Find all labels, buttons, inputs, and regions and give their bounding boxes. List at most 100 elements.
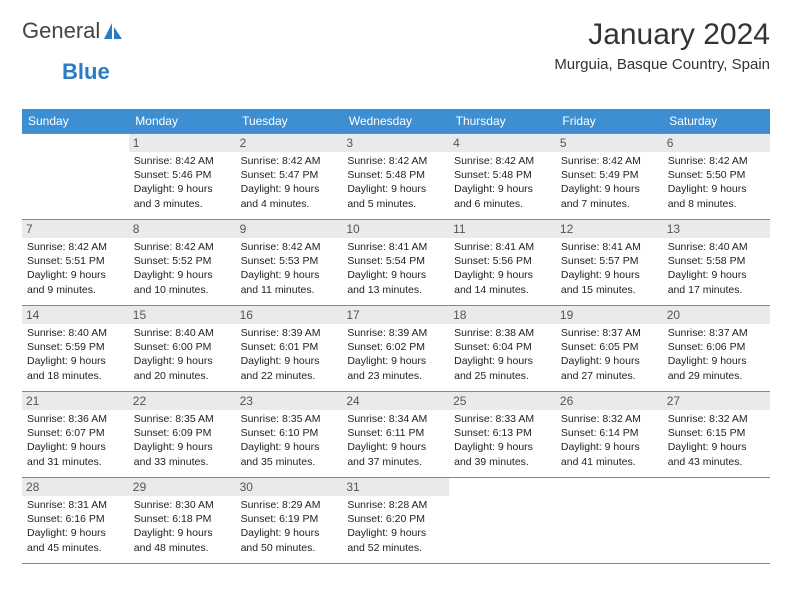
- calendar-cell: 28 Sunrise: 8:31 AMSunset: 6:16 PMDayligh…: [22, 478, 129, 564]
- day-number: 27: [663, 392, 770, 410]
- calendar-cell-empty: [556, 478, 663, 564]
- day-details: Sunrise: 8:40 AMSunset: 5:59 PMDaylight:…: [27, 326, 124, 383]
- day-details: Sunrise: 8:33 AMSunset: 6:13 PMDaylight:…: [454, 412, 551, 469]
- calendar-cell: 14 Sunrise: 8:40 AMSunset: 5:59 PMDayligh…: [22, 306, 129, 392]
- logo-sail-icon: [102, 21, 124, 41]
- day-details: Sunrise: 8:36 AMSunset: 6:07 PMDaylight:…: [27, 412, 124, 469]
- day-number: 2: [236, 134, 343, 152]
- day-number: 26: [556, 392, 663, 410]
- day-number: 7: [22, 220, 129, 238]
- day-details: Sunrise: 8:42 AMSunset: 5:52 PMDaylight:…: [134, 240, 231, 297]
- day-details: Sunrise: 8:42 AMSunset: 5:50 PMDaylight:…: [668, 154, 765, 211]
- day-number: 8: [129, 220, 236, 238]
- calendar-cell: 18Sunrise: 8:38 AMSunset: 6:04 PMDayligh…: [449, 306, 556, 392]
- day-number: 11: [449, 220, 556, 238]
- day-details: Sunrise: 8:42 AMSunset: 5:46 PMDaylight:…: [134, 154, 231, 211]
- day-details: Sunrise: 8:38 AMSunset: 6:04 PMDaylight:…: [454, 326, 551, 383]
- day-number: 30: [236, 478, 343, 496]
- logo-text-blue: Blue: [62, 59, 110, 84]
- day-number: 25: [449, 392, 556, 410]
- day-number: 23: [236, 392, 343, 410]
- calendar-cell: 20 Sunrise: 8:37 AMSunset: 6:06 PMDayligh…: [663, 306, 770, 392]
- day-number: 12: [556, 220, 663, 238]
- calendar-cell-empty: [663, 478, 770, 564]
- calendar-cell: 3 Sunrise: 8:42 AMSunset: 5:48 PMDaylight…: [342, 134, 449, 220]
- day-details: Sunrise: 8:37 AMSunset: 6:06 PMDaylight:…: [668, 326, 765, 383]
- day-number: 10: [342, 220, 449, 238]
- weekday-header: Friday: [556, 109, 663, 134]
- weekday-header: Saturday: [663, 109, 770, 134]
- calendar-cell: 30 Sunrise: 8:29 AMSunset: 6:19 PMDayligh…: [236, 478, 343, 564]
- day-details: Sunrise: 8:41 AMSunset: 5:56 PMDaylight:…: [454, 240, 551, 297]
- day-details: Sunrise: 8:41 AMSunset: 5:57 PMDaylight:…: [561, 240, 658, 297]
- day-number: 28: [22, 478, 129, 496]
- day-details: Sunrise: 8:35 AMSunset: 6:10 PMDaylight:…: [241, 412, 338, 469]
- weekday-header: Monday: [129, 109, 236, 134]
- weekday-header: Sunday: [22, 109, 129, 134]
- day-details: Sunrise: 8:32 AMSunset: 6:15 PMDaylight:…: [668, 412, 765, 469]
- day-details: Sunrise: 8:39 AMSunset: 6:02 PMDaylight:…: [347, 326, 444, 383]
- day-details: Sunrise: 8:40 AMSunset: 6:00 PMDaylight:…: [134, 326, 231, 383]
- calendar-cell-empty: [449, 478, 556, 564]
- day-number: 6: [663, 134, 770, 152]
- weekday-header: Tuesday: [236, 109, 343, 134]
- calendar-row: 7Sunrise: 8:42 AMSunset: 5:51 PMDaylight…: [22, 220, 770, 306]
- calendar-cell: 29Sunrise: 8:30 AMSunset: 6:18 PMDayligh…: [129, 478, 236, 564]
- calendar-cell: 17 Sunrise: 8:39 AMSunset: 6:02 PMDayligh…: [342, 306, 449, 392]
- day-number: 3: [342, 134, 449, 152]
- day-details: Sunrise: 8:42 AMSunset: 5:48 PMDaylight:…: [454, 154, 551, 211]
- day-number: 13: [663, 220, 770, 238]
- calendar-row: 14 Sunrise: 8:40 AMSunset: 5:59 PMDayligh…: [22, 306, 770, 392]
- day-number: 31: [342, 478, 449, 496]
- day-details: Sunrise: 8:35 AMSunset: 6:09 PMDaylight:…: [134, 412, 231, 469]
- day-number: 17: [342, 306, 449, 324]
- calendar-cell: 11 Sunrise: 8:41 AMSunset: 5:56 PMDayligh…: [449, 220, 556, 306]
- day-details: Sunrise: 8:39 AMSunset: 6:01 PMDaylight:…: [241, 326, 338, 383]
- calendar-row: 1 Sunrise: 8:42 AMSunset: 5:46 PMDaylight…: [22, 134, 770, 220]
- month-title: January 2024: [554, 18, 770, 52]
- calendar-table: SundayMondayTuesdayWednesdayThursdayFrid…: [22, 109, 770, 564]
- day-number: 24: [342, 392, 449, 410]
- logo-text-general: General: [22, 18, 100, 44]
- day-details: Sunrise: 8:29 AMSunset: 6:19 PMDaylight:…: [241, 498, 338, 555]
- calendar-cell: 21 Sunrise: 8:36 AMSunset: 6:07 PMDayligh…: [22, 392, 129, 478]
- logo: General: [22, 18, 126, 44]
- day-details: Sunrise: 8:37 AMSunset: 6:05 PMDaylight:…: [561, 326, 658, 383]
- calendar-cell: 16 Sunrise: 8:39 AMSunset: 6:01 PMDayligh…: [236, 306, 343, 392]
- day-details: Sunrise: 8:42 AMSunset: 5:47 PMDaylight:…: [241, 154, 338, 211]
- day-details: Sunrise: 8:34 AMSunset: 6:11 PMDaylight:…: [347, 412, 444, 469]
- calendar-cell: 27 Sunrise: 8:32 AMSunset: 6:15 PMDayligh…: [663, 392, 770, 478]
- day-number: 5: [556, 134, 663, 152]
- calendar-cell: 2 Sunrise: 8:42 AMSunset: 5:47 PMDaylight…: [236, 134, 343, 220]
- day-number: 19: [556, 306, 663, 324]
- calendar-cell: 6 Sunrise: 8:42 AMSunset: 5:50 PMDaylight…: [663, 134, 770, 220]
- day-details: Sunrise: 8:28 AMSunset: 6:20 PMDaylight:…: [347, 498, 444, 555]
- day-number: 4: [449, 134, 556, 152]
- calendar-cell: 22 Sunrise: 8:35 AMSunset: 6:09 PMDayligh…: [129, 392, 236, 478]
- day-number: 29: [129, 478, 236, 496]
- weekday-header-row: SundayMondayTuesdayWednesdayThursdayFrid…: [22, 109, 770, 134]
- calendar-cell: 9Sunrise: 8:42 AMSunset: 5:53 PMDaylight…: [236, 220, 343, 306]
- day-details: Sunrise: 8:32 AMSunset: 6:14 PMDaylight:…: [561, 412, 658, 469]
- day-number: 16: [236, 306, 343, 324]
- calendar-row: 21 Sunrise: 8:36 AMSunset: 6:07 PMDayligh…: [22, 392, 770, 478]
- day-number: 9: [236, 220, 343, 238]
- day-details: Sunrise: 8:42 AMSunset: 5:49 PMDaylight:…: [561, 154, 658, 211]
- day-number: 1: [129, 134, 236, 152]
- day-number: 15: [129, 306, 236, 324]
- calendar-cell: 26 Sunrise: 8:32 AMSunset: 6:14 PMDayligh…: [556, 392, 663, 478]
- calendar-cell: 15 Sunrise: 8:40 AMSunset: 6:00 PMDayligh…: [129, 306, 236, 392]
- day-number: 21: [22, 392, 129, 410]
- day-number: 14: [22, 306, 129, 324]
- day-details: Sunrise: 8:40 AMSunset: 5:58 PMDaylight:…: [668, 240, 765, 297]
- calendar-cell: 5 Sunrise: 8:42 AMSunset: 5:49 PMDaylight…: [556, 134, 663, 220]
- calendar-cell: 19 Sunrise: 8:37 AMSunset: 6:05 PMDayligh…: [556, 306, 663, 392]
- day-details: Sunrise: 8:31 AMSunset: 6:16 PMDaylight:…: [27, 498, 124, 555]
- day-number: 22: [129, 392, 236, 410]
- calendar-cell: 12 Sunrise: 8:41 AMSunset: 5:57 PMDayligh…: [556, 220, 663, 306]
- calendar-cell: 23 Sunrise: 8:35 AMSunset: 6:10 PMDayligh…: [236, 392, 343, 478]
- day-number: 20: [663, 306, 770, 324]
- calendar-cell: 8 Sunrise: 8:42 AMSunset: 5:52 PMDaylight…: [129, 220, 236, 306]
- day-details: Sunrise: 8:42 AMSunset: 5:48 PMDaylight:…: [347, 154, 444, 211]
- calendar-cell: 4 Sunrise: 8:42 AMSunset: 5:48 PMDaylight…: [449, 134, 556, 220]
